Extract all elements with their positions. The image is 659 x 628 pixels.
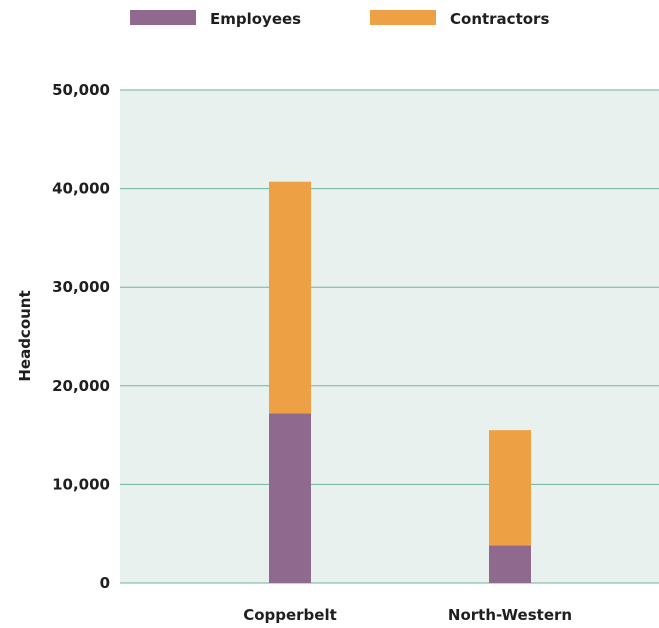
bar-segment-employees-copperbelt (269, 413, 311, 583)
y-axis-tick-labels: 0 10,000 20,000 30,000 40,000 50,000 (52, 81, 110, 592)
y-tick-label: 40,000 (52, 180, 110, 198)
legend: Employees Contractors (130, 10, 549, 28)
x-axis-category-labels: Copperbelt North-Western (243, 606, 572, 624)
legend-swatch-employees (130, 10, 196, 25)
gridlines (120, 89, 659, 584)
bar-segment-contractors-copperbelt (269, 181, 311, 414)
y-tick-label: 30,000 (52, 278, 110, 296)
x-category-label: Copperbelt (243, 606, 337, 624)
legend-swatch-contractors (370, 10, 436, 25)
plot-area (120, 90, 659, 583)
y-tick-label: 0 (100, 574, 110, 592)
y-tick-label: 10,000 (52, 475, 110, 493)
y-tick-label: 20,000 (52, 377, 110, 395)
bars (269, 181, 531, 583)
y-axis-title: Headcount (16, 290, 34, 381)
bar-segment-contractors-north-western (489, 430, 531, 546)
legend-label-contractors: Contractors (450, 10, 549, 28)
bar-segment-employees-north-western (489, 545, 531, 583)
y-tick-label: 50,000 (52, 81, 110, 99)
legend-label-employees: Employees (210, 10, 301, 28)
x-category-label: North-Western (448, 606, 572, 624)
